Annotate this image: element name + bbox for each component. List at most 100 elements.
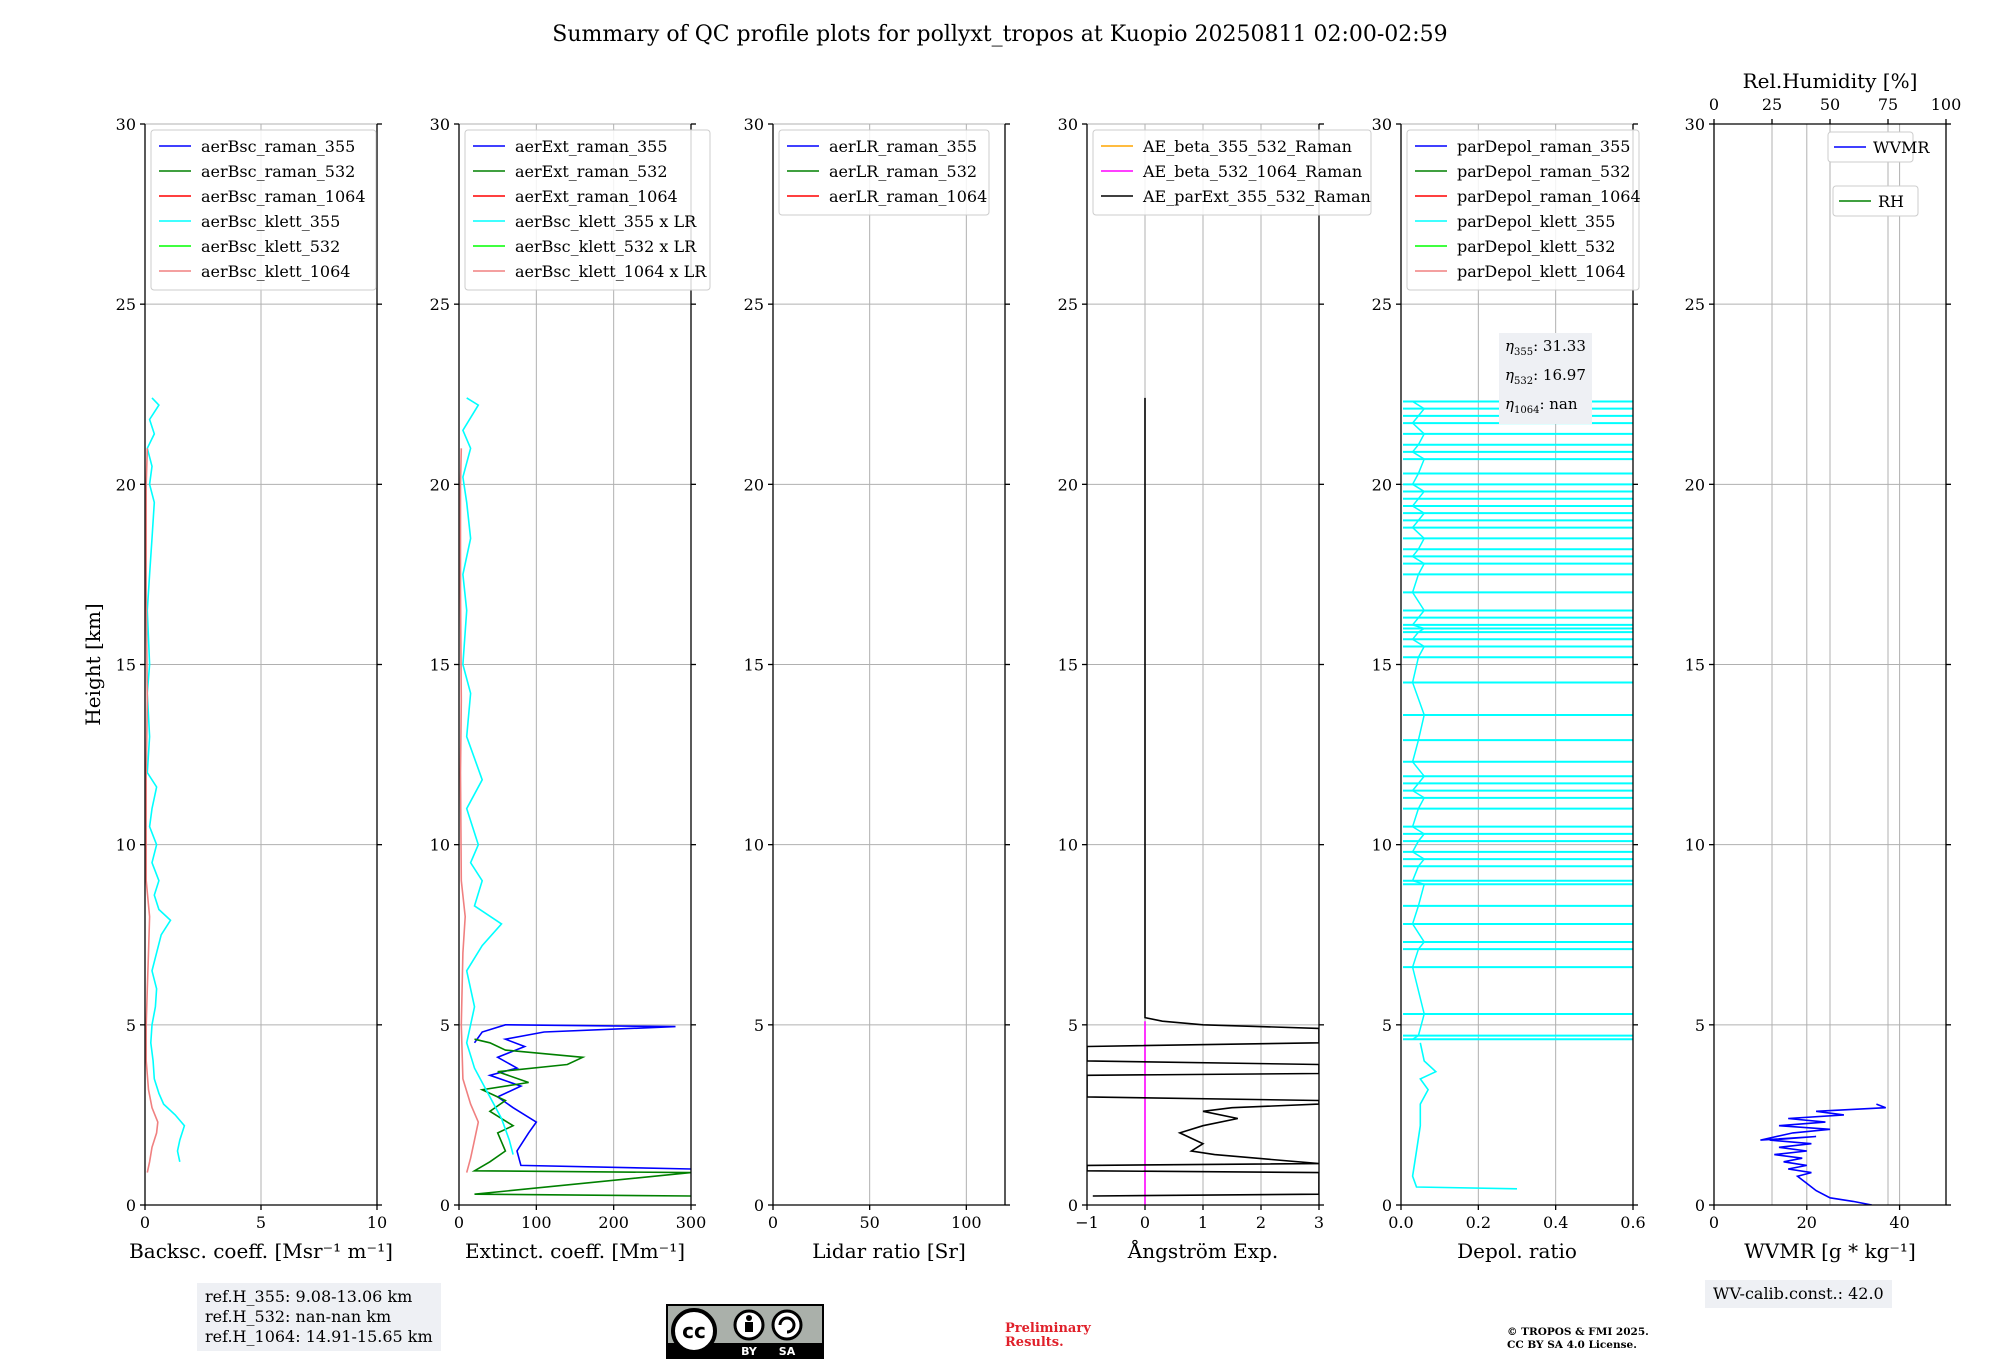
series-aerBsc_klett_355 x LR xyxy=(462,397,514,1155)
y-axis-label: Height [km] xyxy=(81,603,105,725)
by-label: BY xyxy=(741,1345,758,1358)
y-tick-label: 30 xyxy=(1372,115,1392,134)
top-x-tick-label: 0 xyxy=(1709,95,1719,114)
sa-label: SA xyxy=(779,1345,796,1358)
depol-eta-box: η355: 31.33 η532: 16.97 η1064: nan xyxy=(1499,333,1592,424)
y-tick-label: 0 xyxy=(754,1196,764,1215)
reference-height-box: ref.H_355: 9.08-13.06 km ref.H_532: nan-… xyxy=(197,1283,441,1351)
x-axis-label: Lidar ratio [Sr] xyxy=(812,1239,966,1263)
x-tick-label: 20 xyxy=(1797,1213,1817,1232)
y-tick-label: 20 xyxy=(1685,475,1705,494)
y-tick-label: 5 xyxy=(440,1016,450,1035)
x-tick-label: 5 xyxy=(256,1213,266,1232)
legend-label: parDepol_raman_532 xyxy=(1457,162,1630,181)
refH-355: ref.H_355: 9.08-13.06 km xyxy=(205,1287,413,1306)
legend-label: RH xyxy=(1878,192,1904,211)
legend-label: parDepol_klett_532 xyxy=(1457,237,1615,256)
top-x-tick-label: 25 xyxy=(1762,95,1782,114)
legend-ae: AE_beta_355_532_Raman AE_beta_532_1064_Ra… xyxy=(1092,129,1372,216)
y-tick-label: 25 xyxy=(1685,295,1705,314)
x-tick-label: 0 xyxy=(1140,1213,1150,1232)
y-tick-label: 30 xyxy=(1058,115,1078,134)
legend-depol: parDepol_raman_355 parDepol_raman_532 parD… xyxy=(1406,129,1641,291)
series-layer xyxy=(145,397,186,1173)
series-aerBsc_klett_355 xyxy=(146,397,186,1162)
x-tick-label: 3 xyxy=(1314,1213,1324,1232)
legend-frame xyxy=(1406,129,1640,291)
y-tick-label: 25 xyxy=(430,295,450,314)
y-tick-label: 15 xyxy=(1685,656,1705,675)
series-WVMR xyxy=(1760,1103,1886,1205)
legend-label: aerBsc_klett_355 x LR xyxy=(515,212,697,231)
copyright-note: © TROPOS & FMI 2025. CC BY SA 4.0 Licens… xyxy=(1507,1326,1649,1351)
legend-label: AE_beta_532_1064_Raman xyxy=(1142,162,1362,181)
x-axis-label: Ångström Exp. xyxy=(1127,1238,1278,1263)
legend-frame xyxy=(778,129,990,216)
y-tick-label: 30 xyxy=(1685,115,1705,134)
legend-label: aerBsc_raman_532 xyxy=(201,162,355,181)
y-tick-label: 0 xyxy=(1382,1196,1392,1215)
legend-label: aerBsc_klett_1064 x LR xyxy=(515,262,707,281)
cc-license-badge: cc BY SA xyxy=(666,1304,824,1359)
y-tick-label: 0 xyxy=(1695,1196,1705,1215)
eta-355-line: η355: 31.33 xyxy=(1505,337,1586,358)
y-tick-label: 10 xyxy=(1685,836,1705,855)
panel-depol: 0 5 10 15 20 25 30 0.0 0.2 0.4 0.6 Depol. ratio parD… xyxy=(1372,115,1646,1263)
y-tick-label: 5 xyxy=(126,1016,136,1035)
legend-label: aerBsc_klett_355 xyxy=(201,212,340,231)
y-tick-label: 30 xyxy=(744,115,764,134)
y-tick-label: 15 xyxy=(430,656,450,675)
y-tick-label: 0 xyxy=(440,1196,450,1215)
top-x-axis-label: Rel.Humidity [%] xyxy=(1743,69,1918,93)
y-tick-label: 10 xyxy=(430,836,450,855)
series-aerExt_raman_532 xyxy=(471,1038,691,1197)
figure-title: Summary of QC profile plots for pollyxt_… xyxy=(552,22,1448,47)
legend-label: WVMR xyxy=(1873,138,1930,157)
y-tick-label: 25 xyxy=(116,295,136,314)
cc-icon xyxy=(671,1308,717,1354)
y-tick-label: 5 xyxy=(754,1016,764,1035)
series-layer xyxy=(1403,400,1633,1190)
legend-ext: aerExt_raman_355 aerExt_raman_532 aerExt_r… xyxy=(464,129,711,291)
legend-label: aerExt_raman_532 xyxy=(515,162,668,181)
y-tick-label: 10 xyxy=(116,836,136,855)
y-tick-label: 10 xyxy=(1372,836,1392,855)
y-tick-label: 5 xyxy=(1382,1016,1392,1035)
x-tick-label: 0 xyxy=(1709,1213,1719,1232)
x-axis-label: WVMR [g * kg⁻¹] xyxy=(1744,1239,1916,1263)
top-x-tick-label: 75 xyxy=(1878,95,1898,114)
eta-532-line: η532: 16.97 xyxy=(1505,366,1586,387)
legend-frame xyxy=(1832,185,1919,217)
legend-label: aerBsc_klett_532 xyxy=(201,237,340,256)
legend-label: parDepol_raman_1064 xyxy=(1457,187,1641,206)
legend-frame xyxy=(1092,129,1372,216)
x-tick-label: 0.6 xyxy=(1620,1213,1645,1232)
y-tick-label: 30 xyxy=(116,115,136,134)
y-tick-label: 25 xyxy=(1058,295,1078,314)
legend-label: parDepol_klett_1064 xyxy=(1457,262,1626,281)
top-x-tick-label: 50 xyxy=(1820,95,1840,114)
top-x-tick-label: 100 xyxy=(1931,95,1962,114)
panel-bsc: 0 5 10 15 20 25 30 0 5 10 Backsc. coeff. [Msr⁻¹ m⁻… xyxy=(81,115,393,1263)
legend-label: aerExt_raman_1064 xyxy=(515,187,678,206)
legend-label: AE_parExt_355_532_Raman xyxy=(1142,187,1371,206)
series-layer xyxy=(459,397,691,1197)
legend-label: aerBsc_raman_1064 xyxy=(201,187,366,206)
y-tick-label: 10 xyxy=(744,836,764,855)
y-tick-label: 15 xyxy=(744,656,764,675)
preliminary-note: Preliminary Results. xyxy=(1005,1321,1091,1350)
x-tick-label: 40 xyxy=(1889,1213,1909,1232)
x-tick-label: 2 xyxy=(1256,1213,1266,1232)
series-aerBsc_klett_1064 x LR xyxy=(459,448,480,1173)
y-tick-label: 20 xyxy=(430,475,450,494)
x-axis-label: Depol. ratio xyxy=(1457,1239,1577,1263)
legend-frame xyxy=(150,129,377,291)
y-tick-label: 25 xyxy=(1372,295,1392,314)
x-tick-label: 0.4 xyxy=(1543,1213,1568,1232)
sa-share-icon xyxy=(771,1309,803,1341)
x-tick-label: −1 xyxy=(1075,1213,1099,1232)
x-tick-label: 0 xyxy=(454,1213,464,1232)
